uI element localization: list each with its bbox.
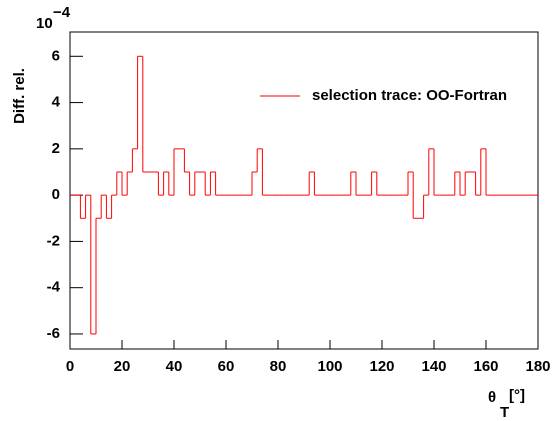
- x-tick-label: 160: [473, 358, 498, 375]
- y-axis-label: Diff. rel.: [11, 68, 28, 124]
- x-tick-label: 180: [525, 358, 550, 375]
- x-axis-label-subscript: T: [500, 404, 509, 421]
- x-tick-label: 140: [421, 358, 446, 375]
- y-tick-label: -4: [47, 279, 61, 296]
- x-tick-label: 40: [166, 358, 183, 375]
- x-tick-label: 80: [270, 358, 287, 375]
- y-multiplier: 10: [36, 15, 53, 32]
- x-tick-label: 100: [317, 358, 342, 375]
- x-axis-label: θ: [488, 389, 496, 406]
- legend-label: selection trace: OO-Fortran: [312, 87, 507, 104]
- y-tick-label: 4: [52, 94, 61, 111]
- x-tick-label: 120: [369, 358, 394, 375]
- y-tick-label: -2: [47, 232, 60, 249]
- y-multiplier-exponent: −4: [53, 4, 71, 21]
- y-tick-label: 2: [52, 140, 60, 157]
- x-tick-label: 20: [114, 358, 131, 375]
- x-tick-label: 0: [66, 358, 74, 375]
- plot-frame: [69, 31, 539, 350]
- y-tick-label: 0: [52, 186, 60, 203]
- x-tick-label: 60: [218, 358, 235, 375]
- y-tick-label: -6: [47, 325, 60, 342]
- x-axis-label-unit: [°]: [509, 387, 525, 404]
- y-tick-label: 6: [52, 47, 60, 64]
